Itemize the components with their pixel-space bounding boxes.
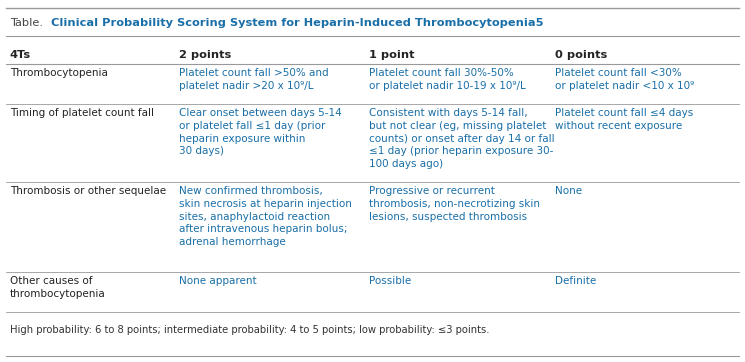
Text: 1 point: 1 point bbox=[369, 50, 414, 60]
Text: Platelet count fall <30%
or platelet nadir <10 x 10⁹: Platelet count fall <30% or platelet nad… bbox=[555, 68, 694, 91]
Text: None: None bbox=[555, 186, 582, 196]
Text: Clinical Probability Scoring System for Heparin-Induced Thrombocytopenia5: Clinical Probability Scoring System for … bbox=[47, 18, 544, 28]
Text: Table.: Table. bbox=[10, 18, 42, 28]
Text: 0 points: 0 points bbox=[555, 50, 607, 60]
Text: Definite: Definite bbox=[555, 276, 596, 286]
Text: Thrombosis or other sequelae: Thrombosis or other sequelae bbox=[10, 186, 166, 196]
Text: Platelet count fall ≤4 days
without recent exposure: Platelet count fall ≤4 days without rece… bbox=[555, 108, 694, 131]
Text: Other causes of
thrombocytopenia: Other causes of thrombocytopenia bbox=[10, 276, 106, 299]
Text: 4Ts: 4Ts bbox=[10, 50, 31, 60]
Text: Platelet count fall 30%-50%
or platelet nadir 10-19 x 10⁹/L: Platelet count fall 30%-50% or platelet … bbox=[369, 68, 525, 91]
Text: Possible: Possible bbox=[369, 276, 411, 286]
Text: Progressive or recurrent
thrombosis, non-necrotizing skin
lesions, suspected thr: Progressive or recurrent thrombosis, non… bbox=[369, 186, 540, 222]
Text: High probability: 6 to 8 points; intermediate probability: 4 to 5 points; low pr: High probability: 6 to 8 points; interme… bbox=[10, 325, 489, 335]
Text: New confirmed thrombosis,
skin necrosis at heparin injection
sites, anaphylactoi: New confirmed thrombosis, skin necrosis … bbox=[179, 186, 352, 247]
Text: Thrombocytopenia: Thrombocytopenia bbox=[10, 68, 107, 78]
Text: Clear onset between days 5-14
or platelet fall ≤1 day (prior
heparin exposure wi: Clear onset between days 5-14 or platele… bbox=[179, 108, 341, 156]
Text: Timing of platelet count fall: Timing of platelet count fall bbox=[10, 108, 153, 118]
Text: 2 points: 2 points bbox=[179, 50, 231, 60]
Text: None apparent: None apparent bbox=[179, 276, 256, 286]
Text: Consistent with days 5-14 fall,
but not clear (eg, missing platelet
counts) or o: Consistent with days 5-14 fall, but not … bbox=[369, 108, 554, 169]
Text: Platelet count fall >50% and
platelet nadir >20 x 10⁹/L: Platelet count fall >50% and platelet na… bbox=[179, 68, 329, 91]
